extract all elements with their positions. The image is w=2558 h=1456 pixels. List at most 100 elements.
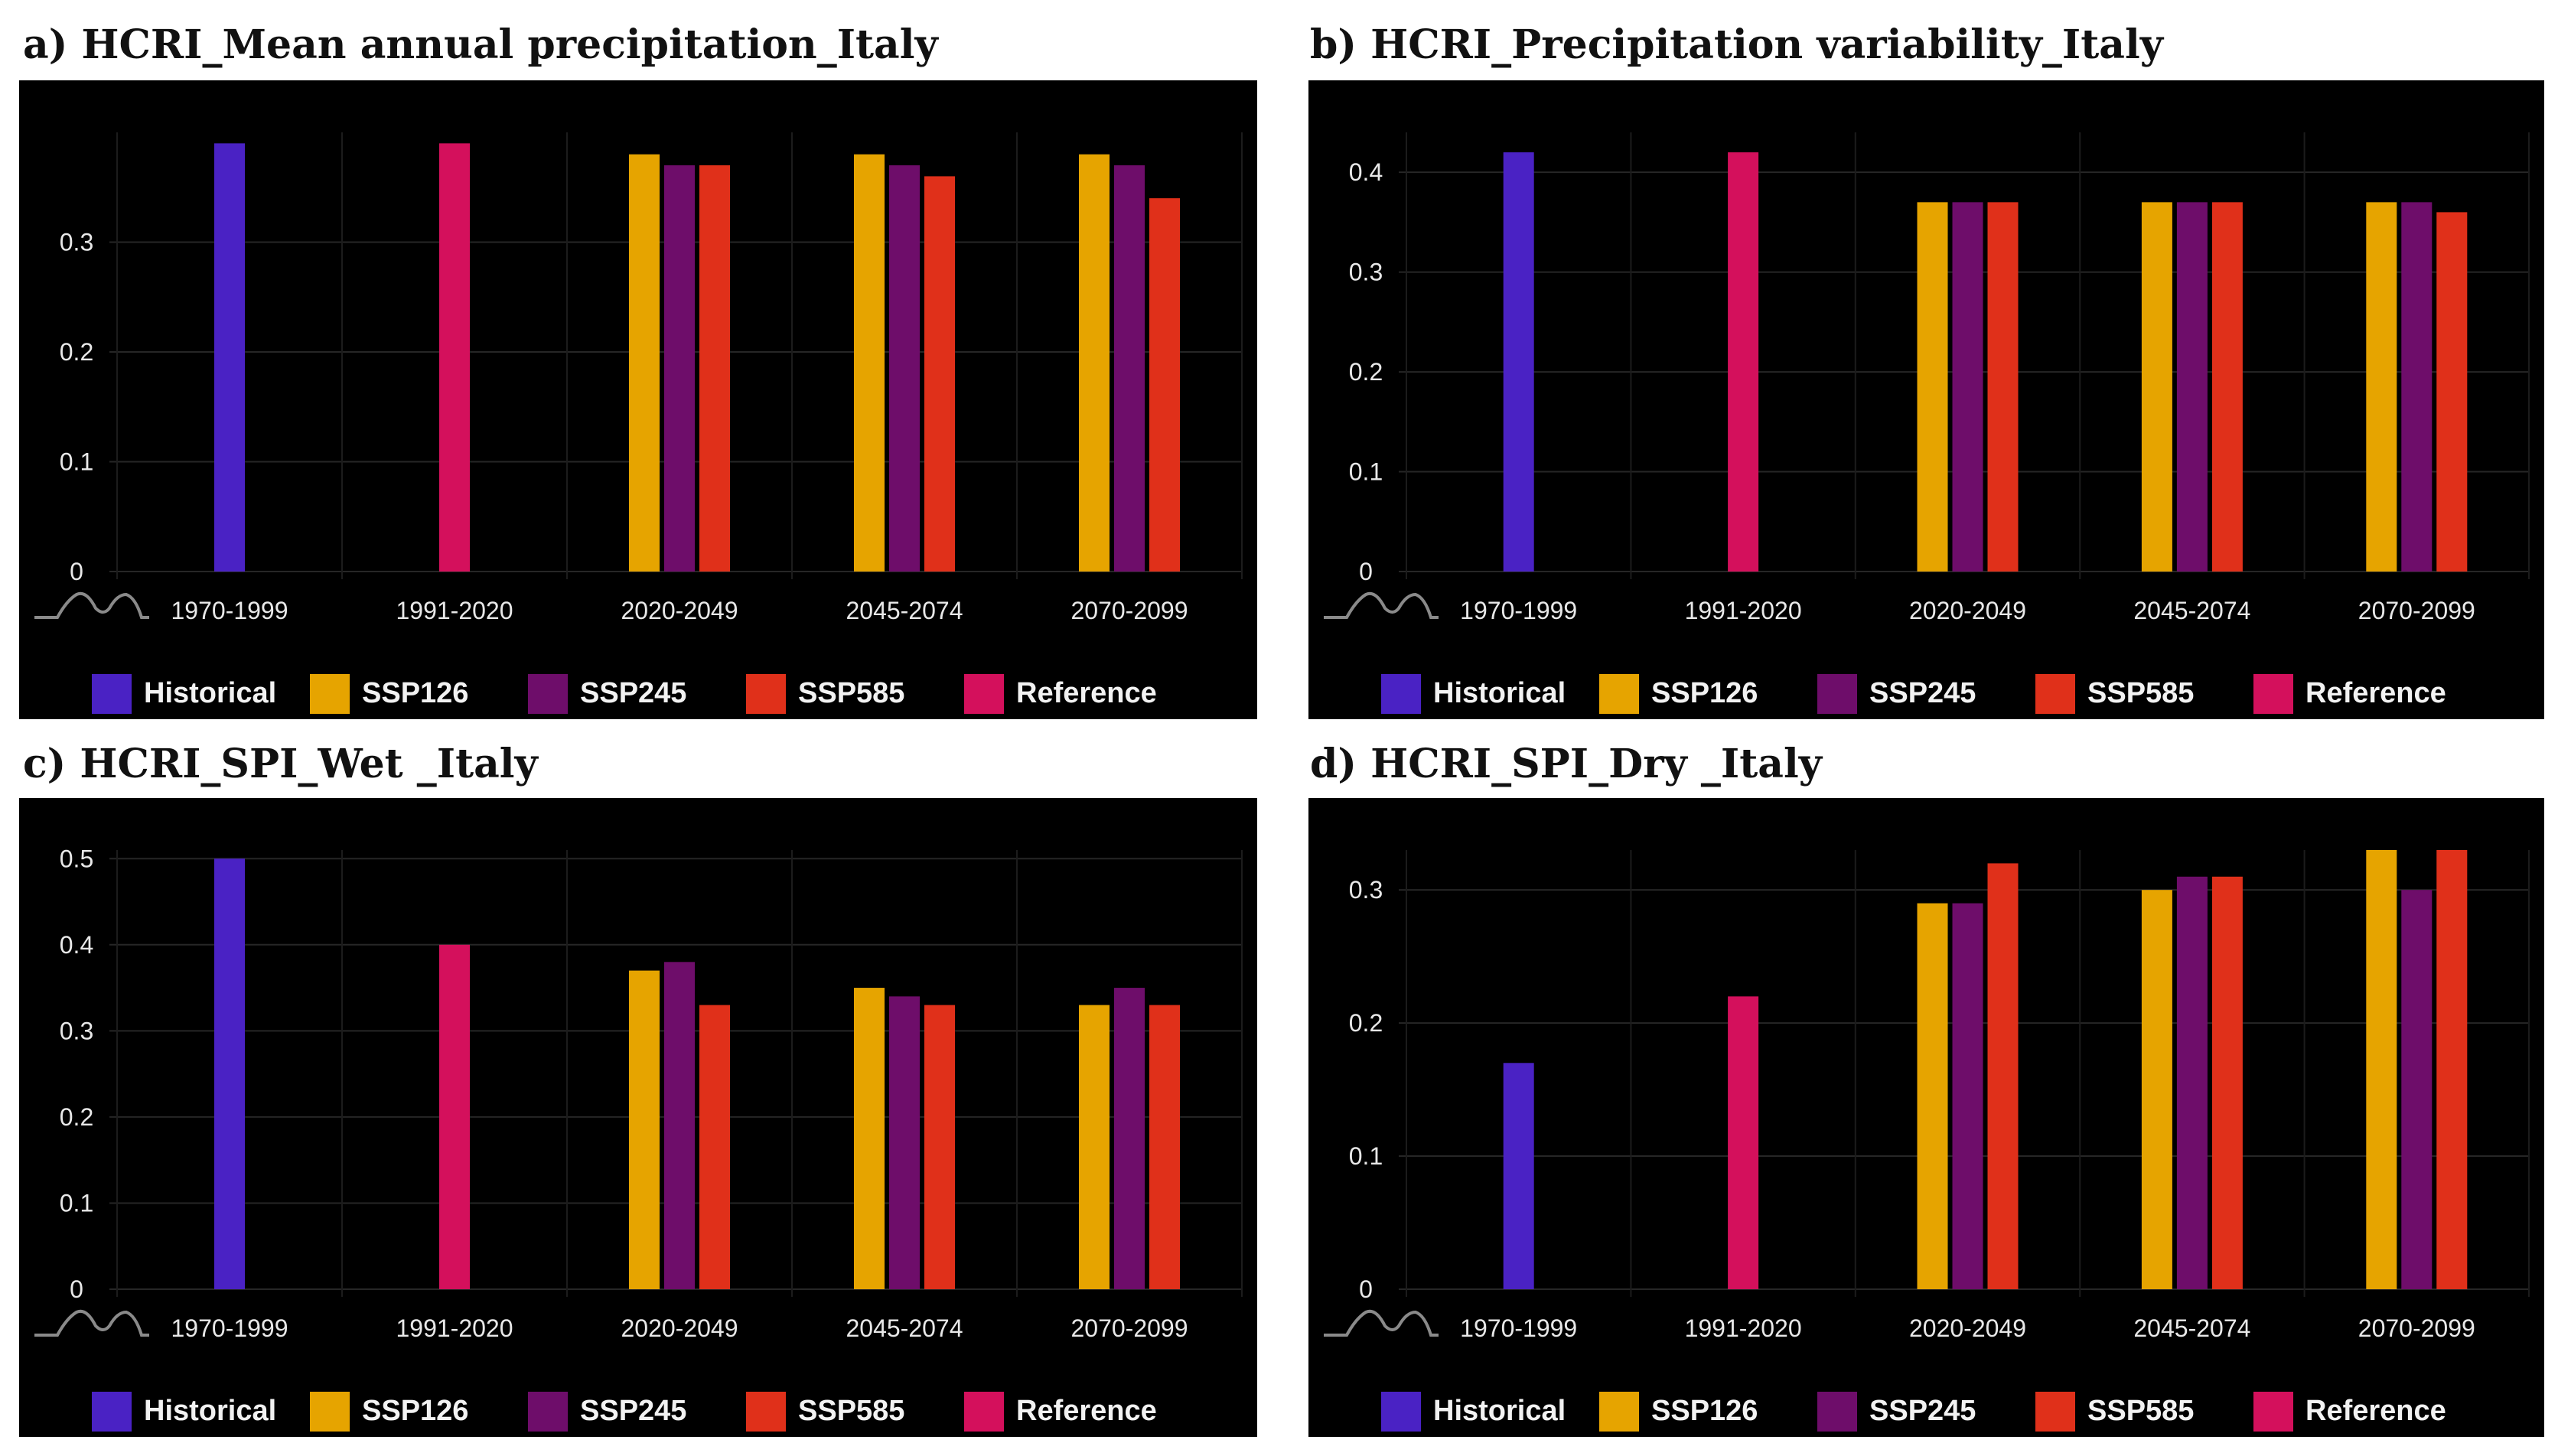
bar-ssp126-2045-2074[interactable] xyxy=(854,154,885,572)
bar-ssp245-2070-2099[interactable] xyxy=(1114,165,1145,572)
legend-label[interactable]: Historical xyxy=(1433,1395,1566,1427)
bar-ssp245-2045-2074[interactable] xyxy=(2176,202,2208,572)
legend-swatch[interactable] xyxy=(964,674,1004,714)
bar-ssp245-2045-2074[interactable] xyxy=(889,996,920,1289)
bar-reference-1991-2020[interactable] xyxy=(439,143,470,572)
legend-swatch[interactable] xyxy=(746,1392,786,1432)
bar-historical-1970-1999[interactable] xyxy=(214,143,245,572)
bar-reference-1991-2020[interactable] xyxy=(1728,152,1759,572)
chart-logo-icon xyxy=(34,591,149,619)
bar-ssp126-2020-2049[interactable] xyxy=(1917,903,1948,1289)
legend-swatch[interactable] xyxy=(2035,1392,2075,1432)
bar-historical-1970-1999[interactable] xyxy=(1503,1063,1534,1289)
bar-ssp585-2070-2099[interactable] xyxy=(1149,1005,1180,1289)
bar-ssp245-2020-2049[interactable] xyxy=(664,962,695,1289)
bar-ssp126-2045-2074[interactable] xyxy=(2141,890,2172,1289)
bar-ssp245-2045-2074[interactable] xyxy=(889,165,920,572)
bar-ssp585-2020-2049[interactable] xyxy=(1987,202,2019,572)
legend-label[interactable]: SSP126 xyxy=(362,1395,468,1427)
legend-swatch[interactable] xyxy=(1381,674,1421,714)
bar-ssp126-2045-2074[interactable] xyxy=(2141,202,2172,572)
bar-ssp126-2070-2099[interactable] xyxy=(2366,850,2397,1289)
legend-swatch[interactable] xyxy=(528,1392,568,1432)
bar-ssp126-2020-2049[interactable] xyxy=(629,154,660,572)
x-tick-label: 2070-2099 xyxy=(2358,1314,2475,1342)
bar-ssp126-2070-2099[interactable] xyxy=(2366,202,2397,572)
x-tick-label: 2020-2049 xyxy=(1909,1314,2026,1342)
legend-swatch[interactable] xyxy=(92,674,132,714)
legend-label[interactable]: Reference xyxy=(2305,677,2446,709)
bar-ssp585-2070-2099[interactable] xyxy=(2436,212,2468,572)
legend-swatch[interactable] xyxy=(2035,674,2075,714)
bar-historical-1970-1999[interactable] xyxy=(214,858,245,1289)
legend-label[interactable]: SSP126 xyxy=(1651,677,1758,709)
legend-label[interactable]: SSP245 xyxy=(580,677,686,709)
bar-ssp585-2020-2049[interactable] xyxy=(699,1005,730,1289)
legend-label[interactable]: Reference xyxy=(1016,1395,1157,1427)
legend-label[interactable]: Reference xyxy=(1016,677,1157,709)
bar-ssp126-2070-2099[interactable] xyxy=(1079,1005,1110,1289)
legend-swatch[interactable] xyxy=(2253,1392,2293,1432)
bar-ssp585-2070-2099[interactable] xyxy=(1149,198,1180,572)
legend-label[interactable]: SSP245 xyxy=(580,1395,686,1427)
bar-ssp585-2070-2099[interactable] xyxy=(2436,850,2468,1289)
bar-ssp245-2070-2099[interactable] xyxy=(2401,202,2433,572)
bar-ssp245-2020-2049[interactable] xyxy=(1952,202,1983,572)
legend-swatch[interactable] xyxy=(1817,674,1857,714)
legend-swatch[interactable] xyxy=(1381,1392,1421,1432)
bar-ssp585-2045-2074[interactable] xyxy=(924,1005,955,1289)
x-tick-label: 2045-2074 xyxy=(846,597,963,624)
bar-ssp245-2045-2074[interactable] xyxy=(2176,876,2208,1289)
bar-reference-1991-2020[interactable] xyxy=(439,944,470,1289)
bar-ssp585-2045-2074[interactable] xyxy=(2211,202,2243,572)
chart-svg: 0 0.1 0.2 0.3 1970-1999 1991-2020 2020-2049 204… xyxy=(1324,850,2530,1432)
legend-label[interactable]: Historical xyxy=(1433,677,1566,709)
y-tick-label: 0.2 xyxy=(1349,1009,1383,1037)
bar-ssp585-2045-2074[interactable] xyxy=(924,176,955,572)
x-tick-label: 2070-2099 xyxy=(1070,597,1188,624)
y-tick-label: 0.2 xyxy=(60,338,93,366)
bar-ssp585-2020-2049[interactable] xyxy=(1987,863,2019,1289)
panel-b-title: b) HCRI_Precipitation variability_Italy xyxy=(1310,21,2163,68)
bar-ssp245-2070-2099[interactable] xyxy=(2401,890,2433,1289)
y-tick-label: 0 xyxy=(1359,558,1373,585)
legend-label[interactable]: SSP126 xyxy=(1651,1395,1758,1427)
legend-swatch[interactable] xyxy=(964,1392,1004,1432)
bar-ssp585-2020-2049[interactable] xyxy=(699,165,730,572)
bar-ssp126-2020-2049[interactable] xyxy=(629,970,660,1289)
legend-label[interactable]: Reference xyxy=(2305,1395,2446,1427)
y-tick-label: 0.3 xyxy=(1349,876,1383,904)
legend-swatch[interactable] xyxy=(528,674,568,714)
y-tick-label: 0.1 xyxy=(1349,458,1383,486)
legend-label[interactable]: SSP585 xyxy=(2087,677,2194,709)
bar-ssp245-2020-2049[interactable] xyxy=(664,165,695,572)
legend-label[interactable]: SSP585 xyxy=(798,1395,904,1427)
legend-label[interactable]: Historical xyxy=(144,677,276,709)
legend-swatch[interactable] xyxy=(1599,674,1639,714)
legend-label[interactable]: SSP245 xyxy=(1869,677,1976,709)
bar-historical-1970-1999[interactable] xyxy=(1503,152,1534,572)
legend-swatch[interactable] xyxy=(746,674,786,714)
legend-label[interactable]: SSP245 xyxy=(1869,1395,1976,1427)
legend-swatch[interactable] xyxy=(310,1392,350,1432)
bar-ssp245-2070-2099[interactable] xyxy=(1114,988,1145,1289)
chart-svg: 0 0.1 0.2 0.3 1970-1999 1991-2020 2020-2049 204… xyxy=(34,132,1243,714)
legend-label[interactable]: SSP585 xyxy=(798,677,904,709)
chart-panel-c: 0 0.1 0.2 0.3 0.4 0.5 1970-1999 1991-2020 2020-2… xyxy=(19,798,1257,1437)
bar-reference-1991-2020[interactable] xyxy=(1728,996,1759,1289)
legend-swatch[interactable] xyxy=(1817,1392,1857,1432)
y-tick-label: 0.1 xyxy=(60,1189,93,1217)
legend-swatch[interactable] xyxy=(92,1392,132,1432)
bar-ssp245-2020-2049[interactable] xyxy=(1952,903,1983,1289)
bar-ssp126-2070-2099[interactable] xyxy=(1079,154,1110,572)
legend-swatch[interactable] xyxy=(2253,674,2293,714)
bar-ssp126-2020-2049[interactable] xyxy=(1917,202,1948,572)
legend-label[interactable]: SSP126 xyxy=(362,677,468,709)
legend-label[interactable]: SSP585 xyxy=(2087,1395,2194,1427)
legend-swatch[interactable] xyxy=(310,674,350,714)
bar-ssp585-2045-2074[interactable] xyxy=(2211,876,2243,1289)
bar-ssp126-2045-2074[interactable] xyxy=(854,988,885,1289)
legend-swatch[interactable] xyxy=(1599,1392,1639,1432)
x-tick-label: 2045-2074 xyxy=(2133,1314,2250,1342)
legend-label[interactable]: Historical xyxy=(144,1395,276,1427)
